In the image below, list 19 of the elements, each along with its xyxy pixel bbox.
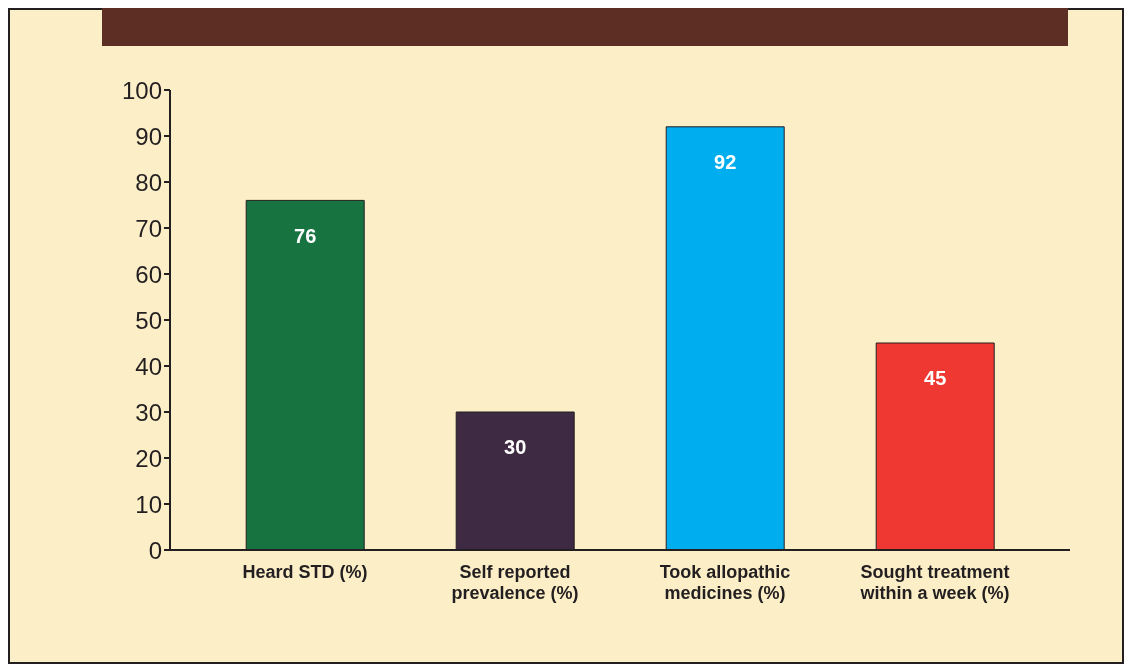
y-tick-label: 30 bbox=[135, 398, 162, 426]
y-tick-label: 90 bbox=[135, 122, 162, 150]
x-tick-label: Self reported prevalence (%) bbox=[451, 562, 579, 603]
data-label: 76 bbox=[294, 224, 317, 247]
data-label: 30 bbox=[504, 436, 527, 459]
x-tick-label: Took allopathic medicines (%) bbox=[659, 562, 791, 603]
y-tick-label: 80 bbox=[135, 168, 162, 196]
y-tick-label: 60 bbox=[135, 260, 162, 288]
y-tick-label: 20 bbox=[135, 444, 162, 472]
data-label: 92 bbox=[714, 151, 737, 173]
y-tick-label: 100 bbox=[121, 76, 162, 104]
x-tick-label: Sought treatment within a week (%) bbox=[859, 562, 1010, 603]
y-tick-label: 10 bbox=[135, 490, 162, 518]
y-tick-label: 50 bbox=[135, 306, 162, 334]
y-tick-label: 0 bbox=[148, 536, 162, 564]
y-tick-label: 70 bbox=[135, 214, 162, 242]
y-tick-label: 40 bbox=[135, 352, 162, 380]
x-tick-label: Heard STD (%) bbox=[242, 562, 368, 582]
data-label: 45 bbox=[924, 367, 947, 390]
